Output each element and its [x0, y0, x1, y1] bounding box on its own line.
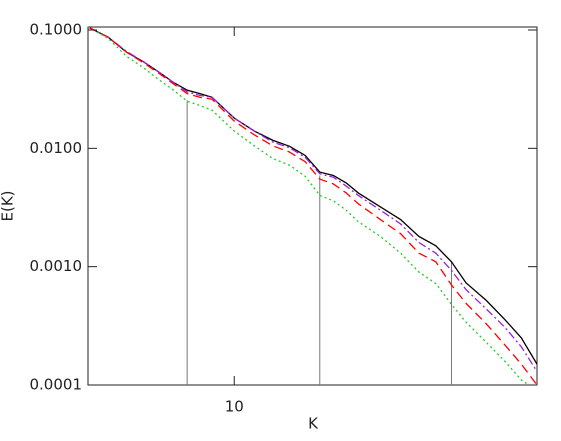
y-tick-label: 0.0100 — [30, 139, 83, 157]
x-tick-label: 10 — [225, 398, 244, 416]
y-tick-label: 0.1000 — [30, 20, 83, 38]
series-line — [88, 27, 530, 385]
series-line — [88, 27, 537, 365]
y-tick-label: 0.0010 — [30, 257, 83, 275]
series-line — [88, 27, 537, 372]
y-tick-label: 0.0001 — [30, 376, 83, 394]
x-axis-label: K — [308, 415, 319, 433]
y-axis-label: E(K) — [0, 190, 17, 221]
plot-frame — [87, 26, 538, 386]
series-line — [88, 27, 537, 385]
plot-area — [88, 27, 537, 385]
